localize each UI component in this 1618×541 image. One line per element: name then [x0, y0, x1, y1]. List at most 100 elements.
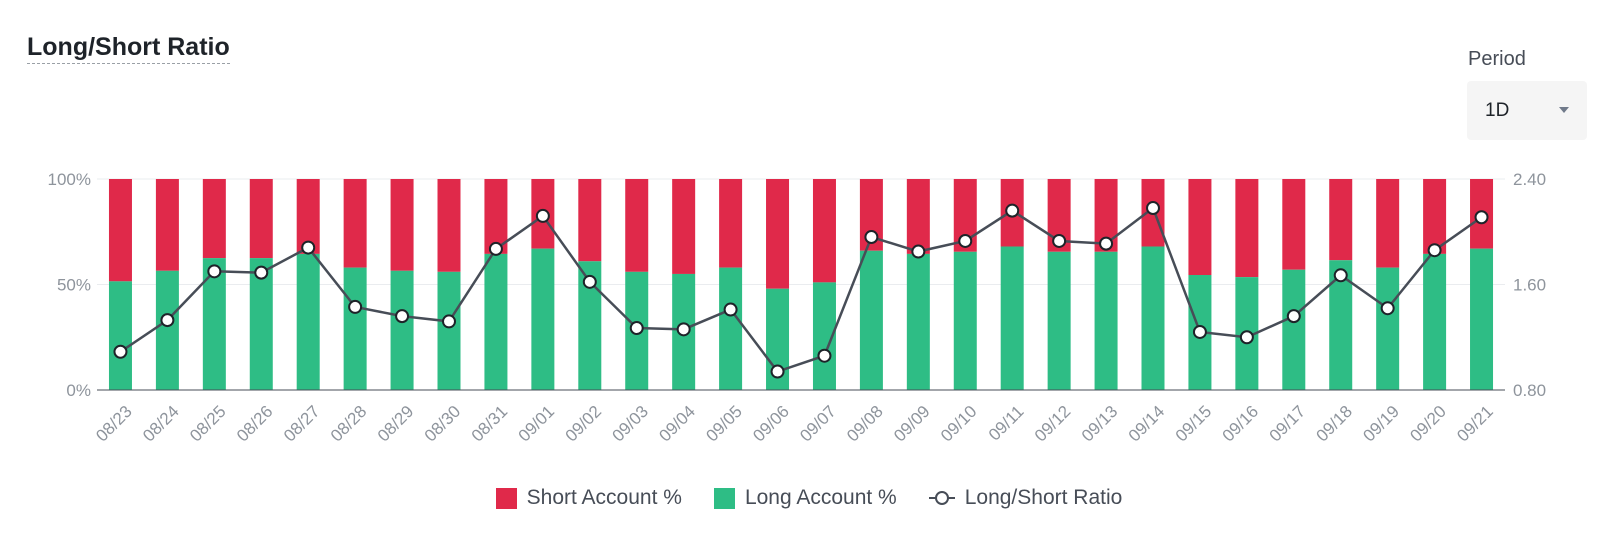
- legend-item-ratio[interactable]: Long/Short Ratio: [928, 486, 1123, 510]
- bar-short: [390, 179, 414, 271]
- bar-long: [202, 258, 226, 390]
- bar-short: [672, 179, 696, 274]
- bar-short: [296, 179, 320, 254]
- x-tick-label: 08/30: [421, 402, 465, 446]
- bar-short: [1329, 179, 1353, 261]
- bar-long: [1470, 248, 1494, 390]
- ratio-point: [442, 314, 456, 329]
- ratio-point: [1380, 301, 1395, 316]
- x-tick-label: 09/21: [1453, 402, 1497, 446]
- x-tick-label: 09/14: [1125, 402, 1169, 446]
- ratio-point: [1005, 203, 1020, 218]
- ratio-point: [488, 241, 503, 256]
- bar-short: [625, 179, 649, 272]
- bar-short: [202, 179, 226, 259]
- legend-item-short[interactable]: Short Account %: [495, 486, 682, 510]
- x-tick-label: 08/26: [233, 402, 277, 446]
- long-swatch-icon: [713, 487, 735, 509]
- ratio-point: [1192, 324, 1207, 339]
- ratio-point: [1333, 268, 1348, 283]
- chevron-down-icon: [1559, 107, 1569, 113]
- y-right-tick-label: 2.40: [1513, 170, 1546, 189]
- x-tick-label: 08/28: [327, 402, 371, 446]
- ratio-point: [535, 208, 550, 223]
- legend-label-long: Long Account %: [744, 486, 897, 509]
- x-tick-label: 09/15: [1172, 402, 1216, 446]
- ratio-point: [629, 321, 644, 336]
- bar-short: [1376, 179, 1400, 268]
- ratio-point: [1286, 309, 1301, 324]
- x-tick-label: 09/04: [655, 402, 699, 446]
- bar-short: [343, 179, 367, 268]
- bar-short: [1047, 179, 1071, 252]
- x-tick-label: 09/12: [1031, 402, 1075, 446]
- bar-long: [1423, 253, 1447, 390]
- x-tick-label: 08/25: [186, 402, 230, 446]
- period-dropdown[interactable]: 1D: [1467, 81, 1587, 140]
- bar-short: [766, 179, 790, 289]
- x-tick-label: 09/11: [985, 402, 1028, 445]
- ratio-point: [1146, 201, 1160, 216]
- bar-short: [953, 179, 977, 252]
- bar-short: [859, 179, 883, 251]
- ratio-point: [1052, 233, 1067, 248]
- chart-title: Long/Short Ratio: [27, 33, 230, 64]
- bar-long: [343, 267, 367, 390]
- x-tick-label: 09/10: [937, 402, 981, 446]
- short-swatch-icon: [495, 487, 517, 509]
- bar-long: [296, 253, 320, 390]
- bar-long: [437, 271, 461, 390]
- bar-short: [249, 179, 273, 259]
- legend-item-long[interactable]: Long Account %: [713, 486, 897, 510]
- ratio-point: [254, 265, 269, 280]
- ratio-point: [1427, 243, 1442, 258]
- bar-long: [108, 281, 132, 390]
- ratio-line: [119, 206, 1483, 374]
- bar-short: [1282, 179, 1306, 270]
- bar-short: [1423, 179, 1447, 254]
- bar-long: [719, 267, 743, 390]
- x-tick-label: 09/03: [609, 402, 653, 446]
- ratio-line-icon: [928, 491, 955, 505]
- bar-short: [1094, 179, 1118, 252]
- ratio-point: [723, 302, 738, 317]
- y-left-tick-label: 100%: [48, 170, 91, 189]
- bar-long: [906, 253, 930, 390]
- ratio-point: [864, 230, 879, 245]
- ratio-point: [582, 274, 597, 289]
- ratio-point: [395, 309, 410, 324]
- ratio-point: [160, 313, 175, 328]
- ratio-point: [817, 348, 832, 363]
- bar-long: [1282, 269, 1306, 390]
- y-left-tick-label: 0%: [66, 381, 91, 400]
- bar-short: [108, 179, 132, 282]
- chart-legend: Short Account % Long Account % Long/Shor…: [0, 486, 1618, 510]
- x-tick-label: 09/07: [796, 402, 840, 446]
- bar-long: [1000, 246, 1024, 390]
- bar-long: [953, 251, 977, 390]
- bar-short: [1188, 179, 1212, 276]
- ratio-point: [348, 299, 363, 314]
- ratio-point: [113, 344, 128, 359]
- bar-long: [249, 258, 273, 390]
- x-tick-label: 09/13: [1078, 402, 1122, 446]
- x-tick-label: 09/18: [1313, 402, 1357, 446]
- ratio-point: [911, 244, 926, 259]
- ratio-point: [676, 322, 691, 337]
- legend-label-ratio: Long/Short Ratio: [964, 486, 1123, 509]
- ratio-point: [1474, 210, 1489, 225]
- period-selected-value: 1D: [1485, 100, 1510, 121]
- legend-label-short: Short Account %: [526, 486, 682, 509]
- x-tick-label: 08/29: [374, 402, 418, 446]
- bar-short: [1235, 179, 1259, 278]
- x-tick-label: 08/23: [92, 402, 136, 446]
- x-tick-label: 09/19: [1359, 402, 1403, 446]
- ratio-point: [207, 264, 222, 279]
- bar-short: [437, 179, 461, 272]
- bar-short: [812, 179, 836, 283]
- bar-long: [390, 270, 414, 390]
- bar-long: [812, 282, 836, 390]
- bar-long: [155, 270, 179, 390]
- x-tick-label: 09/09: [890, 402, 934, 446]
